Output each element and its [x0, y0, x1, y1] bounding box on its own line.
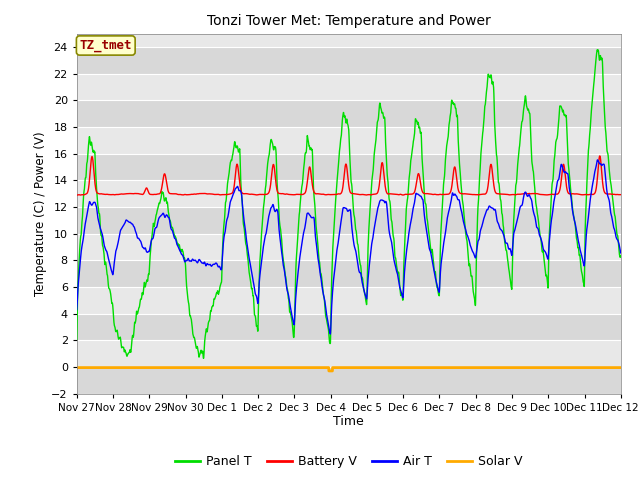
- Text: TZ_tmet: TZ_tmet: [79, 39, 132, 52]
- Title: Tonzi Tower Met: Temperature and Power: Tonzi Tower Met: Temperature and Power: [207, 14, 491, 28]
- Legend: Panel T, Battery V, Air T, Solar V: Panel T, Battery V, Air T, Solar V: [170, 450, 528, 473]
- Y-axis label: Temperature (C) / Power (V): Temperature (C) / Power (V): [34, 132, 47, 296]
- Bar: [77, 127, 621, 154]
- Bar: [77, 287, 621, 313]
- Bar: [77, 367, 621, 394]
- Bar: [77, 73, 621, 100]
- Bar: [77, 100, 621, 127]
- Bar: [77, 260, 621, 287]
- Bar: [77, 313, 621, 340]
- Bar: [77, 47, 621, 73]
- Bar: [77, 207, 621, 234]
- Bar: [77, 234, 621, 260]
- Bar: [77, 154, 621, 180]
- Bar: [77, 180, 621, 207]
- X-axis label: Time: Time: [333, 415, 364, 429]
- Bar: [77, 340, 621, 367]
